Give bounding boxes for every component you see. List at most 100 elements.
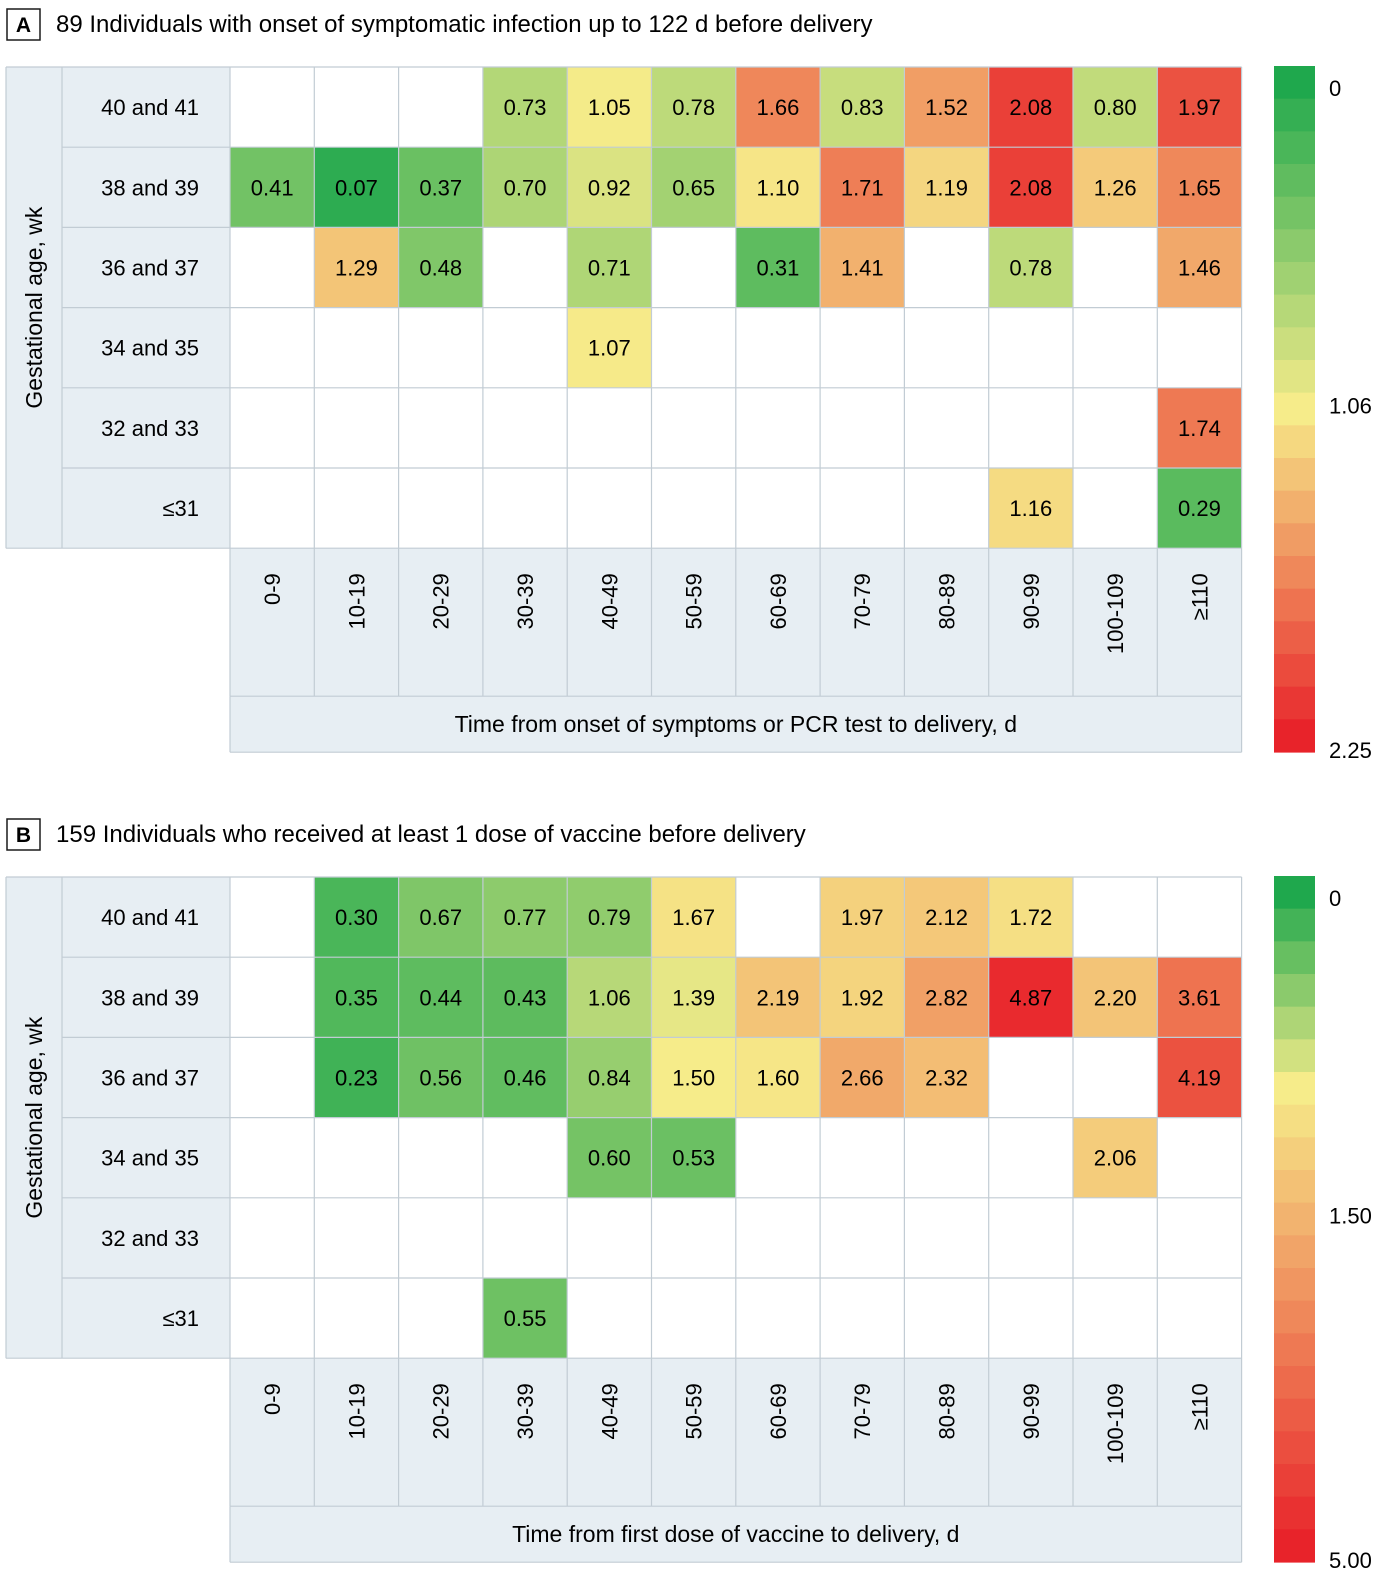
heatmap-cell <box>735 1278 821 1359</box>
heatmap-cell <box>230 67 315 148</box>
heatmap-cell <box>988 468 1073 549</box>
heatmap-cell <box>482 67 568 148</box>
heatmap-cell <box>1157 1278 1242 1359</box>
heatmap-cell <box>314 957 399 1038</box>
heatmap-cell <box>651 387 736 468</box>
cell-value: 0.46 <box>504 1066 547 1091</box>
heatmap-cell <box>1157 1197 1242 1278</box>
cell-value: 1.05 <box>588 95 631 120</box>
cell-value: 2.19 <box>757 985 800 1010</box>
cell-value: 0.73 <box>504 95 547 120</box>
cell-value: 0.23 <box>335 1066 378 1091</box>
heatmap-cell <box>230 307 315 388</box>
heatmap-cell <box>567 1117 652 1198</box>
column-label: 90-99 <box>1019 1383 1044 1439</box>
heatmap-cell <box>230 1037 315 1118</box>
color-scale-band <box>1274 196 1315 230</box>
column-label: 10-19 <box>344 1383 369 1439</box>
heatmap-cell <box>820 957 905 1038</box>
column-label: 20-29 <box>429 1383 454 1439</box>
heatmap-cell <box>230 147 315 228</box>
heatmap-cell <box>314 307 399 388</box>
cell-value: 0.07 <box>335 175 378 200</box>
color-scale-bar <box>1274 66 1315 753</box>
heatmap-cell <box>482 1117 568 1198</box>
heatmap-cell <box>230 227 315 308</box>
color-scale-band <box>1274 1039 1315 1073</box>
cell-value: 0.29 <box>1178 496 1221 521</box>
row-label: ≤31 <box>162 1306 199 1331</box>
cell-value: 1.60 <box>757 1066 800 1091</box>
row-label: ≤31 <box>162 496 199 521</box>
heatmap-cell <box>651 468 736 549</box>
heatmap-cell <box>1073 1117 1158 1198</box>
heatmap-cell <box>1073 1278 1158 1359</box>
heatmap-cell <box>1073 387 1158 468</box>
heatmap-cell <box>482 1278 568 1359</box>
heatmap-cell <box>314 1117 399 1198</box>
heatmap-cell <box>651 1197 736 1278</box>
heatmap-cell <box>651 1117 736 1198</box>
y-axis-label-band <box>6 67 62 549</box>
color-scale-band <box>1274 98 1315 132</box>
heatmap-cell <box>820 387 905 468</box>
heatmap-cell <box>988 307 1073 388</box>
heatmap-cell <box>904 957 989 1038</box>
heatmap-cell <box>482 307 568 388</box>
heatmap-cell <box>651 957 736 1038</box>
row-label: 34 and 35 <box>101 336 199 361</box>
heatmap-cell <box>735 1037 821 1118</box>
heatmap-cell <box>567 957 652 1038</box>
heatmap-cell <box>904 468 989 549</box>
heatmap-cell <box>820 1117 905 1198</box>
cell-value: 2.08 <box>1009 95 1052 120</box>
heatmap-cell <box>988 227 1073 308</box>
color-scale-label: 5.00 <box>1329 1548 1372 1573</box>
cell-value: 0.60 <box>588 1146 631 1171</box>
color-scale-band <box>1274 1333 1315 1367</box>
column-label: 20-29 <box>429 573 454 629</box>
heatmap-cell <box>820 227 905 308</box>
column-label: 80-89 <box>935 1383 960 1439</box>
color-scale-band <box>1274 1496 1315 1530</box>
heatmap-cell <box>820 877 905 958</box>
heatmap-cell <box>735 1197 821 1278</box>
column-label: 40-49 <box>597 573 622 629</box>
x-axis-title: Time from onset of symptoms or PCR test … <box>455 711 1017 737</box>
cell-value: 0.65 <box>672 175 715 200</box>
heatmap-cell <box>1157 1037 1242 1118</box>
color-scale-band <box>1274 360 1315 394</box>
heatmap-cell <box>820 468 905 549</box>
cell-value: 1.52 <box>925 95 968 120</box>
color-scale-band <box>1274 719 1315 753</box>
panel-a: A 89 Individuals with onset of symptomati… <box>5 8 1372 763</box>
cell-value: 1.39 <box>672 985 715 1010</box>
cell-value: 1.07 <box>588 336 631 361</box>
column-label: 0-9 <box>260 1383 285 1415</box>
heatmap-cell <box>651 227 736 308</box>
color-scale-band <box>1274 941 1315 975</box>
column-label: ≥110 <box>1187 1383 1212 1430</box>
heatmap-cell <box>482 957 568 1038</box>
cell-value: 1.41 <box>841 256 884 281</box>
color-scale-band <box>1274 131 1315 165</box>
heatmap-cell <box>567 67 652 148</box>
heatmap-cell <box>904 1197 989 1278</box>
cell-value: 1.29 <box>335 256 378 281</box>
color-scale-band <box>1274 490 1315 524</box>
heatmap-cell <box>482 1037 568 1118</box>
heatmap-cell <box>1073 67 1158 148</box>
heatmap-cell <box>482 147 568 228</box>
heatmap-cell <box>988 1117 1073 1198</box>
color-scale-band <box>1274 621 1315 655</box>
cell-value: 2.82 <box>925 985 968 1010</box>
heatmap-cell <box>482 387 568 468</box>
color-scale-band <box>1274 1300 1315 1334</box>
heatmap-cell <box>567 147 652 228</box>
cell-value: 0.79 <box>588 905 631 930</box>
column-label: 30-39 <box>513 1383 538 1439</box>
heatmap-cell <box>735 147 821 228</box>
heatmap-cell <box>735 307 821 388</box>
color-scale-band <box>1274 1529 1315 1563</box>
heatmap-cell <box>1073 147 1158 228</box>
